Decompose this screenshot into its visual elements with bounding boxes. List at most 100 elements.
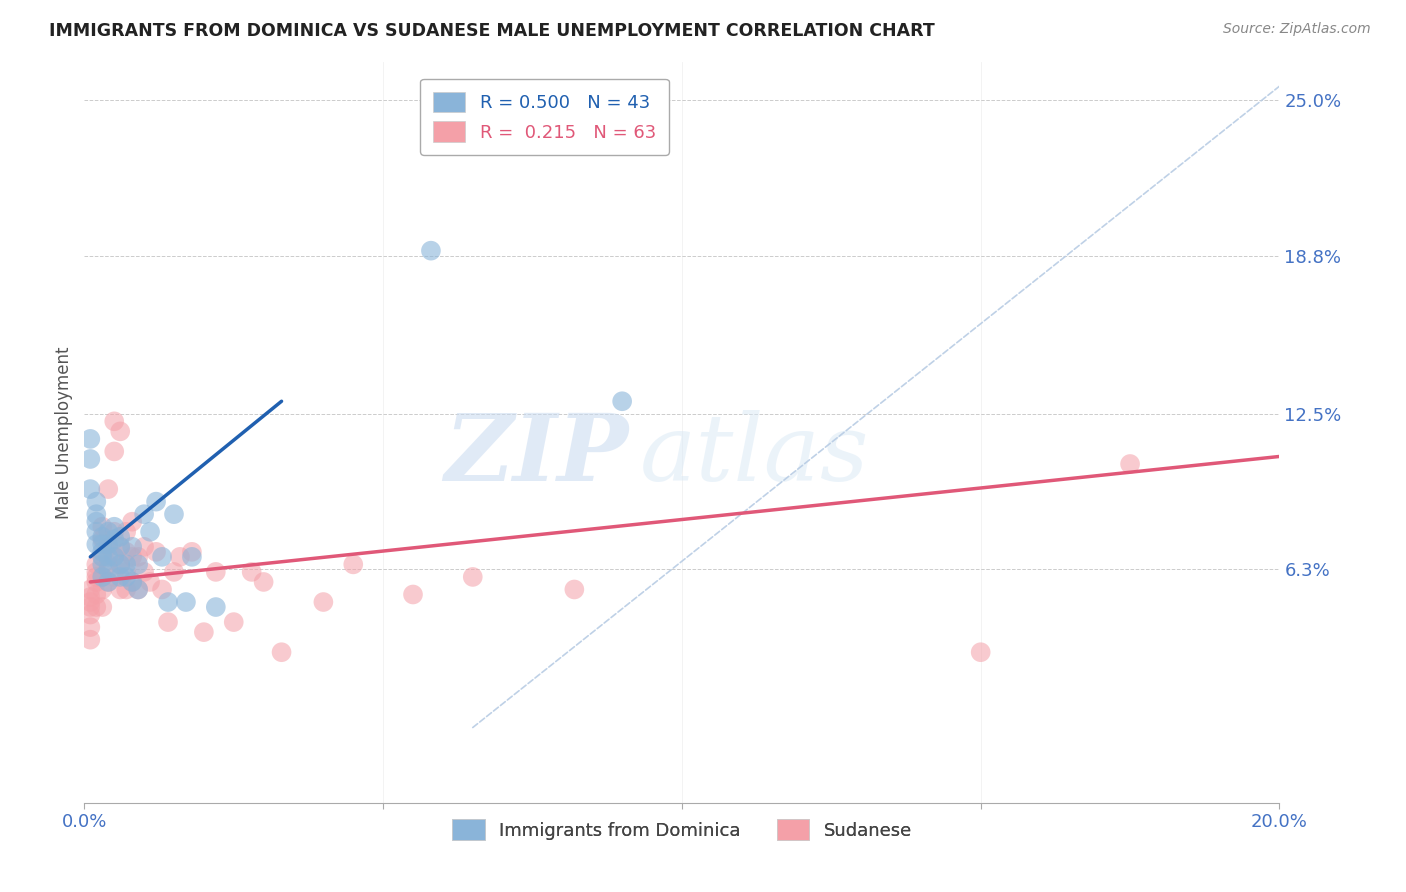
Point (86, 524, 108, 539)
Point (86, 600, 108, 615)
Point (181, 549, 204, 564)
Point (103, 533, 125, 547)
Point (79, 607, 101, 622)
Legend: Immigrants from Dominica, Sudanese: Immigrants from Dominica, Sudanese (443, 811, 921, 849)
Point (91, 530, 114, 544)
Point (132, 565, 156, 579)
Point (150, 582, 173, 597)
Point (110, 540, 132, 554)
Point (150, 549, 173, 564)
Point (91, 570, 114, 584)
Point (222, 615, 245, 629)
Point (253, 574, 276, 589)
Point (169, 549, 191, 564)
Point (91, 600, 114, 615)
Text: ZIP: ZIP (444, 409, 628, 500)
Point (91, 558, 114, 572)
Point (86, 587, 108, 601)
Point (79, 432, 101, 446)
Point (86, 494, 108, 508)
Point (79, 482, 101, 496)
Point (103, 524, 125, 539)
Point (342, 558, 364, 572)
Text: Source: ZipAtlas.com: Source: ZipAtlas.com (1223, 22, 1371, 37)
Point (97, 482, 120, 496)
Point (115, 524, 138, 539)
Point (79, 620, 101, 634)
Point (121, 515, 143, 529)
Point (115, 545, 138, 559)
Point (145, 494, 167, 508)
Point (103, 549, 125, 564)
Point (127, 582, 149, 597)
Point (139, 574, 162, 589)
Point (121, 549, 143, 564)
Text: IMMIGRANTS FROM DOMINICA VS SUDANESE MALE UNEMPLOYMENT CORRELATION CHART: IMMIGRANTS FROM DOMINICA VS SUDANESE MAL… (49, 22, 935, 40)
Point (86, 537, 108, 551)
Point (139, 524, 162, 539)
Point (121, 574, 143, 589)
Point (97, 549, 120, 564)
Point (115, 565, 138, 579)
Point (91, 520, 114, 534)
Point (110, 558, 132, 572)
Point (79, 600, 101, 615)
Point (193, 625, 215, 640)
Point (312, 595, 335, 609)
Point (1119, 457, 1142, 471)
Point (79, 582, 101, 597)
Point (97, 574, 120, 589)
Point (97, 524, 120, 539)
Point (157, 615, 180, 629)
Point (461, 570, 484, 584)
Point (86, 570, 108, 584)
Point (103, 444, 125, 458)
Point (127, 549, 149, 564)
Point (86, 507, 108, 521)
Point (91, 549, 114, 564)
Point (97, 558, 120, 572)
Point (79, 452, 101, 467)
Point (91, 533, 114, 547)
Point (402, 587, 425, 601)
Point (121, 574, 143, 589)
Point (86, 558, 108, 572)
Point (115, 570, 138, 584)
Point (91, 549, 114, 564)
Point (103, 570, 125, 584)
Point (91, 537, 114, 551)
Point (103, 520, 125, 534)
Point (127, 558, 149, 572)
Point (163, 565, 186, 579)
Point (97, 562, 120, 576)
Point (103, 549, 125, 564)
Point (115, 582, 138, 597)
Point (86, 574, 108, 589)
Point (86, 515, 108, 529)
Point (240, 565, 263, 579)
Point (110, 558, 132, 572)
Point (970, 645, 993, 659)
Point (91, 570, 114, 584)
Point (270, 645, 292, 659)
Point (86, 565, 108, 579)
Point (110, 540, 132, 554)
Point (103, 414, 125, 428)
Point (110, 425, 132, 439)
Point (163, 507, 186, 521)
Point (97, 574, 120, 589)
Point (181, 545, 204, 559)
Point (97, 540, 120, 554)
Point (132, 540, 156, 554)
Point (115, 558, 138, 572)
Point (79, 595, 101, 609)
Point (91, 545, 114, 559)
Point (612, 394, 634, 409)
Point (110, 570, 132, 584)
Point (97, 537, 120, 551)
Point (420, 244, 443, 258)
Point (205, 600, 228, 615)
Point (110, 530, 132, 544)
Point (110, 582, 132, 597)
Point (79, 590, 101, 604)
